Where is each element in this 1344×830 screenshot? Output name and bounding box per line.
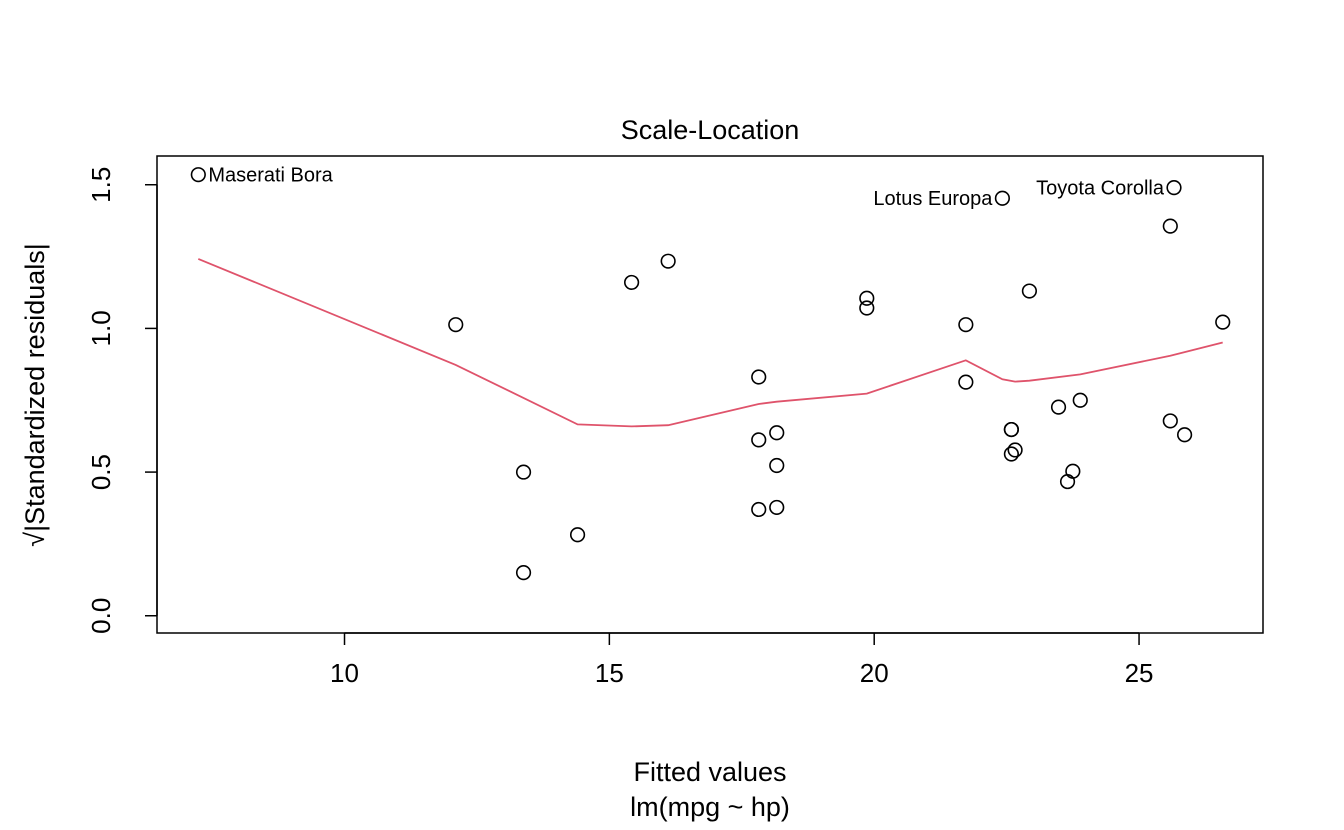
y-tick-label: 1.5 [86, 167, 116, 203]
data-point [1003, 446, 1019, 462]
x-tick-label: 20 [860, 658, 889, 688]
data-point [1166, 180, 1182, 196]
y-axis-title: √|Standardized residuals| [20, 243, 50, 547]
data-point [515, 464, 532, 480]
data-point [1003, 421, 1019, 438]
data-point [769, 499, 785, 516]
data-point [958, 374, 974, 390]
point-label: Toyota Corolla [1036, 178, 1165, 200]
x-axis: 10 15 20 25 [330, 632, 1154, 688]
data-point [769, 425, 785, 441]
data-point [1215, 314, 1231, 330]
data-point [958, 317, 974, 333]
data-point [515, 565, 532, 581]
data-point [660, 253, 676, 269]
data-point [1072, 392, 1088, 408]
data-point [624, 274, 640, 291]
data-point [1162, 413, 1178, 429]
data-point [1162, 218, 1178, 234]
smoother-line [197, 258, 1223, 428]
x-tick-label: 15 [595, 658, 624, 688]
data-point [1007, 442, 1023, 458]
data-point [859, 290, 875, 306]
data-point [751, 501, 767, 518]
data-point [751, 432, 767, 448]
y-axis: 0.0 0.5 1.0 1.5 [86, 167, 158, 634]
data-point [569, 527, 586, 543]
y-tick-label: 1.0 [86, 310, 116, 346]
chart-title: Scale-Location [621, 115, 800, 145]
data-point [1050, 399, 1067, 415]
x-axis-title: Fitted values [633, 757, 786, 787]
point-label: Maserati Bora [208, 165, 333, 187]
data-point [769, 457, 785, 474]
data-point [190, 167, 206, 183]
data-point [1059, 473, 1076, 490]
chart-subtitle: lm(mpg ~ hp) [630, 792, 790, 822]
x-tick-label: 25 [1125, 658, 1154, 688]
data-point [994, 190, 1010, 206]
data-point [1177, 427, 1193, 443]
y-tick-label: 0.0 [86, 598, 116, 634]
plot-frame [156, 155, 1264, 634]
y-tick-label: 0.5 [86, 454, 116, 490]
x-tick-label: 10 [330, 658, 359, 688]
points-layer [190, 167, 1231, 581]
data-point [751, 369, 767, 385]
data-point [1065, 463, 1081, 479]
data-point [1021, 283, 1038, 299]
point-label: Lotus Europa [873, 188, 993, 210]
data-point [859, 300, 875, 316]
data-point [448, 317, 464, 333]
point-labels-layer: Maserati Bora Lotus Europa Toyota Corolla [208, 165, 1165, 211]
